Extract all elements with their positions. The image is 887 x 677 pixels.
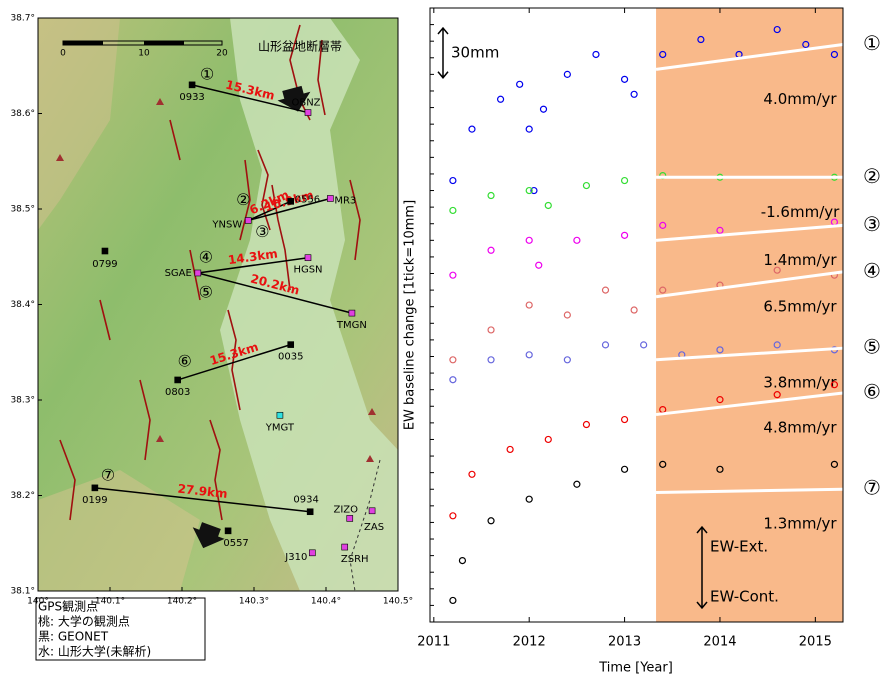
legend-label: ①	[863, 31, 881, 55]
station-label: ZAS	[364, 522, 384, 533]
station	[288, 342, 294, 348]
station	[349, 310, 355, 316]
legend-text: 桃: 大学の観測点	[38, 614, 130, 629]
station-label: YNSW	[211, 219, 242, 230]
station-label: MR3	[334, 195, 356, 206]
station	[195, 270, 201, 276]
baseline-id: ⑥	[178, 351, 192, 370]
scale-label: 20	[216, 49, 228, 59]
station	[245, 217, 251, 223]
rate-label: 1.4mm/yr	[763, 251, 837, 269]
map-x-tick-label: 140.1°	[95, 597, 125, 607]
station-label: 0035	[278, 352, 303, 363]
legend-label: ②	[863, 164, 881, 188]
rate-label: 3.8mm/yr	[763, 374, 837, 392]
legend-label: ⑥	[863, 379, 881, 403]
station-label: 0933	[179, 92, 204, 103]
station-label: J310	[284, 552, 307, 563]
scale-bar-label: 30mm	[451, 43, 499, 61]
legend-text: 水: 山形大学(未解析)	[38, 644, 151, 659]
baseline-id: ④	[199, 247, 213, 266]
station-label: SGAE	[165, 268, 192, 279]
y-axis-label: EW baseline change [1tick=10mm]	[403, 200, 418, 430]
station-label: YMGT	[265, 422, 295, 433]
station-label: 0934	[293, 495, 318, 506]
station	[327, 195, 333, 201]
rate-label: 6.5mm/yr	[763, 297, 837, 315]
station	[347, 515, 353, 521]
x-tick-label: 2015	[799, 635, 832, 650]
station	[175, 377, 181, 383]
x-tick-label: 2011	[417, 635, 450, 650]
station-label: TMGN	[336, 320, 367, 331]
station	[307, 509, 313, 515]
x-tick-label: 2013	[608, 635, 641, 650]
legend-label: ③	[863, 212, 881, 236]
baseline-id: ③	[255, 222, 269, 241]
legend-text: 黒: GEONET	[38, 630, 109, 644]
map-y-tick-label: 38.4°	[10, 300, 35, 310]
rate-label: 4.8mm/yr	[763, 418, 837, 436]
station	[92, 485, 98, 491]
map-y-tick-label: 38.5°	[10, 205, 35, 215]
map-y-tick-label: 38.3°	[10, 396, 35, 406]
map-y-tick-label: 38.7°	[10, 14, 35, 24]
baseline-id: ⑤	[199, 282, 213, 301]
station	[305, 255, 311, 261]
station	[102, 248, 108, 254]
station	[288, 198, 294, 204]
scale-label: 0	[60, 49, 66, 59]
station	[277, 412, 283, 418]
station	[309, 550, 315, 556]
station	[225, 528, 231, 534]
map-y-tick-label: 38.1°	[10, 587, 35, 597]
station	[189, 82, 195, 88]
station	[342, 544, 348, 550]
map-title: 山形盆地断層帯	[258, 39, 342, 54]
baseline-id: ⑦	[101, 465, 115, 484]
station-label: ZSRH	[341, 554, 369, 565]
station-label: HGSN	[293, 265, 322, 276]
map-x-tick-label: 140.4°	[311, 597, 341, 607]
x-tick-label: 2014	[703, 635, 736, 650]
annotation: EW-Cont.	[710, 588, 779, 606]
legend-label: ⑤	[863, 335, 881, 359]
figure: 山形盆地断層帯 2011 2012 2013 2014 2015 4.0mm/yr -1.6…	[0, 0, 887, 677]
map-x-tick-label: 140.2°	[167, 597, 197, 607]
station	[369, 508, 375, 514]
legend-label: ⑦	[863, 476, 881, 500]
legend-text: GPS観測点	[38, 600, 98, 614]
baseline-id: ①	[200, 64, 214, 83]
station-label: ZIZO	[333, 504, 358, 515]
station	[305, 110, 311, 116]
x-tick-label: 2012	[513, 635, 546, 650]
station-label: 0557	[223, 538, 248, 549]
map-y-tick-label: 38.6°	[10, 109, 35, 119]
x-axis-label: Time [Year]	[598, 661, 673, 676]
station-label: OBNZ	[291, 98, 320, 109]
rate-label: -1.6mm/yr	[761, 203, 840, 221]
map-x-tick-label: 140.5°	[383, 597, 413, 607]
station-label: 0199	[82, 495, 107, 506]
station-label: 0799	[92, 259, 117, 270]
station-label: 0803	[165, 387, 190, 398]
legend-label: ④	[863, 258, 881, 282]
map-y-tick-label: 38.2°	[10, 491, 35, 501]
annotation: EW-Ext.	[710, 538, 768, 556]
baseline-id: ②	[236, 190, 250, 209]
scale-label: 10	[138, 49, 150, 59]
rate-label: 4.0mm/yr	[763, 90, 837, 108]
rate-label: 1.3mm/yr	[763, 515, 837, 533]
station-label: 0556	[295, 194, 320, 205]
map-x-tick-label: 140.3°	[239, 597, 269, 607]
